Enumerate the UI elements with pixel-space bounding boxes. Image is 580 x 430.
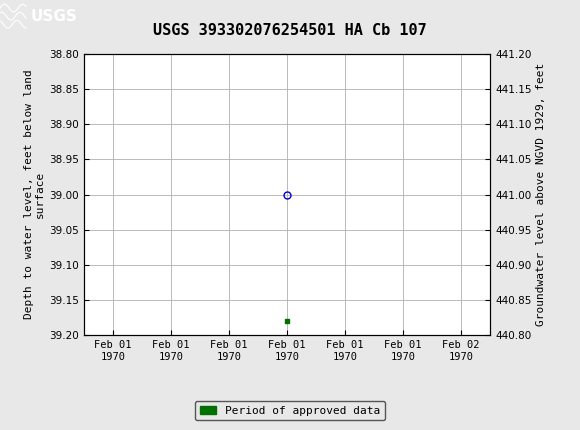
Text: USGS: USGS [30, 9, 77, 24]
Y-axis label: Depth to water level, feet below land
surface: Depth to water level, feet below land su… [24, 70, 45, 319]
Legend: Period of approved data: Period of approved data [195, 401, 385, 420]
Text: USGS 393302076254501 HA Cb 107: USGS 393302076254501 HA Cb 107 [153, 23, 427, 37]
Y-axis label: Groundwater level above NGVD 1929, feet: Groundwater level above NGVD 1929, feet [535, 63, 546, 326]
